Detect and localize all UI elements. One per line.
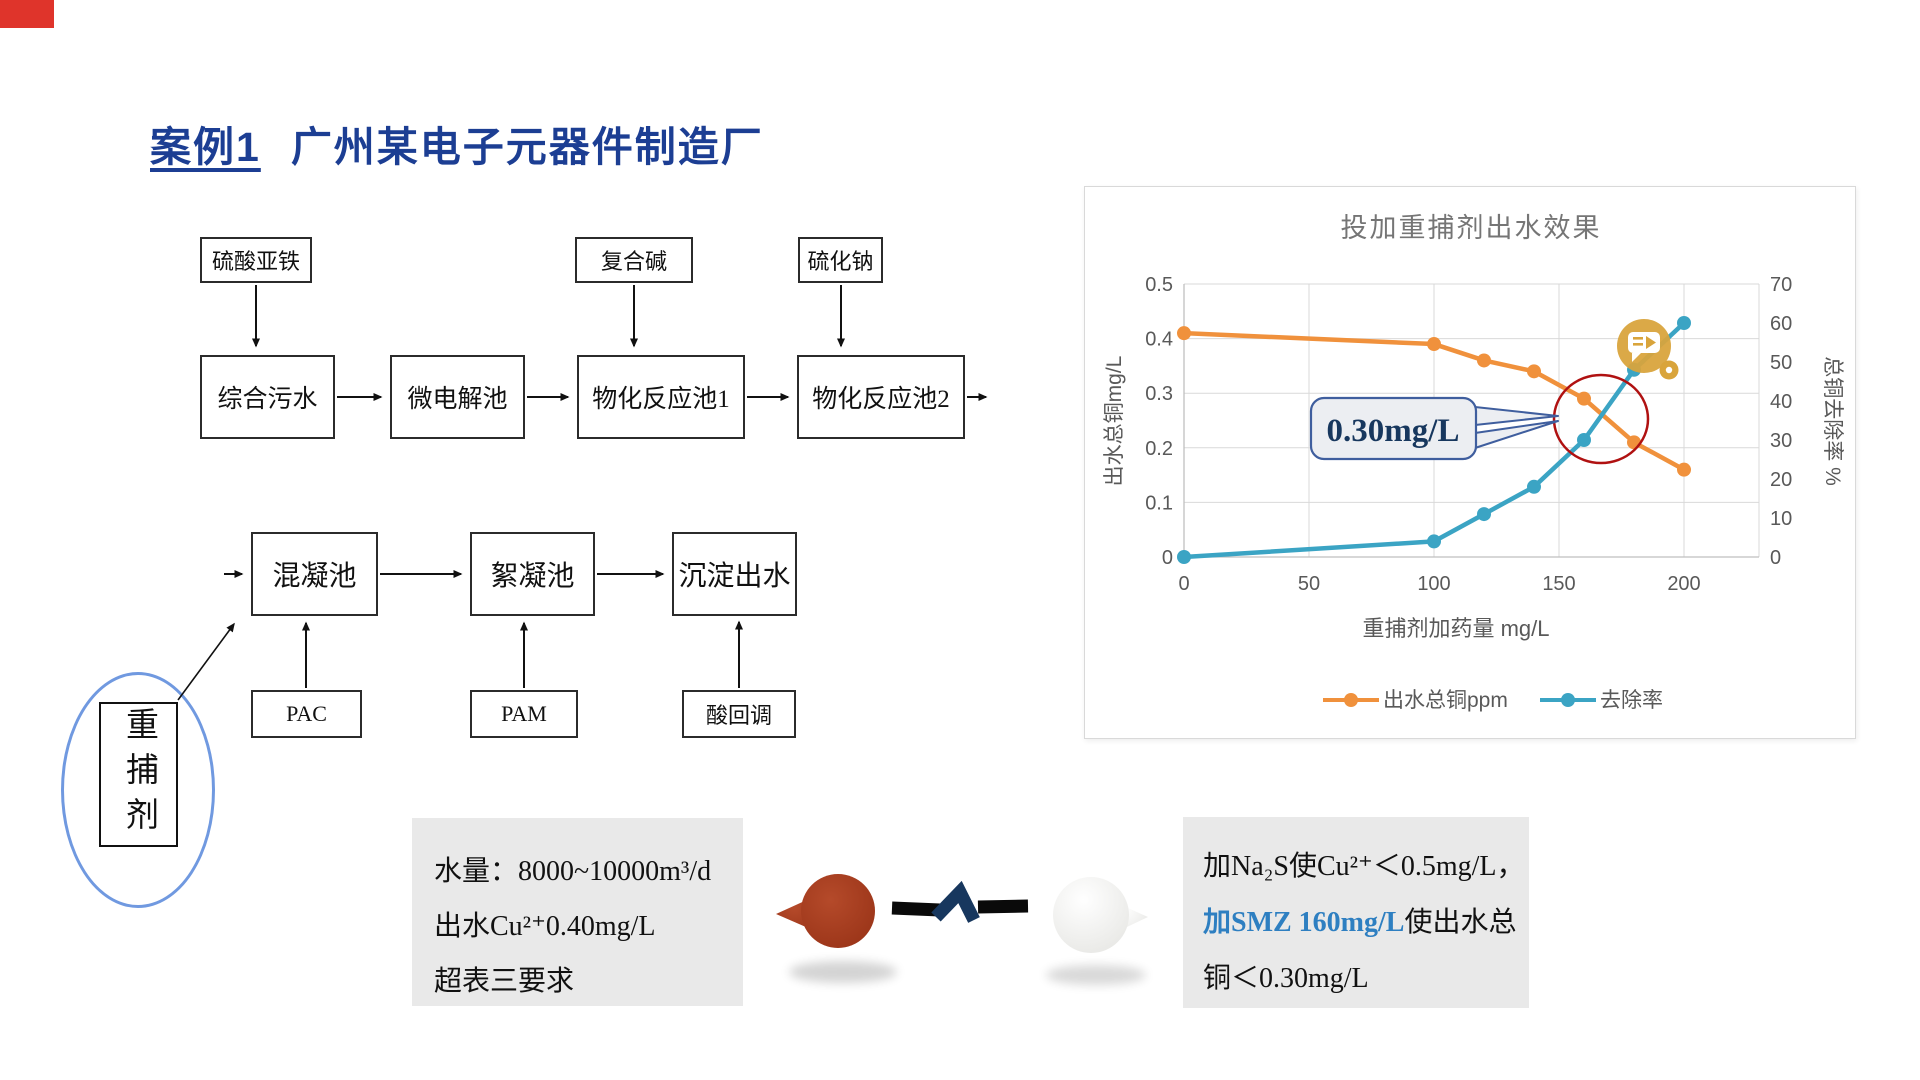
broken-link-zigzag-icon bbox=[891, 880, 1029, 923]
title-case-label: 案例1 bbox=[150, 124, 261, 171]
flow-box-ferrous-sulfate: 硫酸亚铁 bbox=[200, 237, 312, 283]
info-right-line2: 加SMZ 160mg/L使出水总 bbox=[1203, 895, 1529, 951]
svg-text:0.5: 0.5 bbox=[1145, 274, 1173, 296]
svg-text:60: 60 bbox=[1770, 313, 1792, 335]
info-right-line3: 铜＜0.30mg/L bbox=[1203, 963, 1369, 994]
flow-box-acid-readjust: 酸回调 bbox=[682, 690, 796, 738]
arrow-agent-to-coagulation bbox=[177, 622, 235, 701]
svg-text:40: 40 bbox=[1770, 391, 1792, 413]
legend-label-removal: 去除率 bbox=[1600, 689, 1663, 712]
legend-label-copper: 出水总铜ppm bbox=[1383, 689, 1508, 712]
callout-value: 0.30mg/L bbox=[1327, 413, 1460, 449]
capture-agent-label: 重捕剂 bbox=[120, 707, 157, 842]
svg-text:30: 30 bbox=[1770, 430, 1792, 452]
svg-text:10: 10 bbox=[1770, 508, 1792, 530]
svg-text:0.3: 0.3 bbox=[1145, 383, 1173, 405]
info-left-line3: 超表三要求 bbox=[434, 966, 575, 997]
capture-agent-ellipse bbox=[61, 672, 215, 908]
corner-flag bbox=[0, 0, 54, 28]
plot-area: 0 0.1 0.2 0.3 0.4 0.5 0 10 20 30 40 50 60 70 0 50 100 150… bbox=[1145, 274, 1792, 595]
y-axis-left-title: 出水总铜mg/L bbox=[1103, 356, 1126, 487]
highlight-circle bbox=[1552, 373, 1650, 465]
flow-box-physchem-reactor-1: 物化反应池1 bbox=[577, 355, 745, 439]
before-after-graphic bbox=[776, 874, 1148, 985]
svg-text:0.1: 0.1 bbox=[1145, 492, 1173, 514]
svg-text:0.4: 0.4 bbox=[1145, 329, 1173, 351]
svg-text:0: 0 bbox=[1162, 547, 1173, 569]
clean-water-droplet-icon bbox=[1053, 877, 1148, 953]
capture-agent-box: 重捕剂 bbox=[99, 702, 178, 847]
svg-text:100: 100 bbox=[1417, 573, 1450, 595]
info-box-problem: 水量：8000~10000m³/d 出水Cu²⁺0.40mg/L 超表三要求 bbox=[412, 818, 743, 1006]
chart-title: 投加重捕剂出水效果 bbox=[1341, 213, 1602, 243]
svg-text:150: 150 bbox=[1542, 573, 1575, 595]
svg-text:0.2: 0.2 bbox=[1145, 438, 1173, 460]
flow-box-compound-alkali: 复合碱 bbox=[575, 237, 693, 283]
title-text: 广州某电子元器件制造厂 bbox=[290, 124, 764, 171]
svg-text:20: 20 bbox=[1770, 469, 1792, 491]
flow-box-coagulation: 混凝池 bbox=[251, 532, 378, 616]
y-axis-right-title: 总铜去除率 % bbox=[1821, 356, 1844, 486]
info-left-line1: 水量：8000~10000m³/d bbox=[434, 856, 712, 887]
chart-panel: 投加重捕剂出水效果 0 0.1 0.2 0.3 0.4 0.5 0 10 20 30 40 50 60 7… bbox=[1084, 186, 1856, 739]
info-box-solution: 加Na₂S使Cu²⁺＜0.5mg/L， 加SMZ 160mg/L使出水总 铜＜0… bbox=[1183, 817, 1529, 1008]
smz-dose-highlight: 加SMZ 160mg/L bbox=[1203, 907, 1405, 938]
dosing-effect-chart: 投加重捕剂出水效果 0 0.1 0.2 0.3 0.4 0.5 0 10 20 30 40 50 60 7… bbox=[1103, 213, 1844, 712]
svg-text:0: 0 bbox=[1178, 573, 1189, 595]
flow-box-physchem-reactor-2: 物化反应池2 bbox=[797, 355, 965, 439]
info-left-line2: 出水Cu²⁺0.40mg/L bbox=[434, 911, 656, 942]
white-droplet-shadow bbox=[1046, 965, 1146, 985]
flow-box-flocculation: 絮凝池 bbox=[470, 532, 595, 616]
flow-box-pam: PAM bbox=[470, 690, 578, 738]
svg-text:50: 50 bbox=[1298, 573, 1320, 595]
red-droplet-shadow bbox=[789, 961, 897, 983]
svg-text:50: 50 bbox=[1770, 352, 1792, 374]
info-right-line1: 加Na₂S使Cu²⁺＜0.5mg/L， bbox=[1203, 851, 1525, 882]
chart-legend: 出水总铜ppm 去除率 bbox=[1323, 689, 1663, 712]
svg-text:70: 70 bbox=[1770, 274, 1792, 296]
flow-box-combined-wastewater: 综合污水 bbox=[200, 355, 335, 439]
svg-text:0: 0 bbox=[1770, 547, 1781, 569]
dirty-water-droplet-icon bbox=[776, 874, 875, 948]
flow-box-sodium-sulfide: 硫化钠 bbox=[798, 237, 883, 283]
media-icon[interactable] bbox=[1617, 319, 1679, 380]
info-right-line2-rest: 使出水总 bbox=[1404, 907, 1517, 938]
x-axis-title: 重捕剂加药量 mg/L bbox=[1362, 616, 1549, 641]
flow-box-micro-electrolysis: 微电解池 bbox=[390, 355, 525, 439]
svg-text:200: 200 bbox=[1667, 573, 1700, 595]
page-title: 案例1 广州某电子元器件制造厂 bbox=[150, 113, 764, 173]
callout-030mgL: 0.30mg/L bbox=[1309, 396, 1559, 461]
flow-box-pac: PAC bbox=[251, 690, 362, 738]
flow-box-settled-effluent: 沉淀出水 bbox=[672, 532, 797, 616]
